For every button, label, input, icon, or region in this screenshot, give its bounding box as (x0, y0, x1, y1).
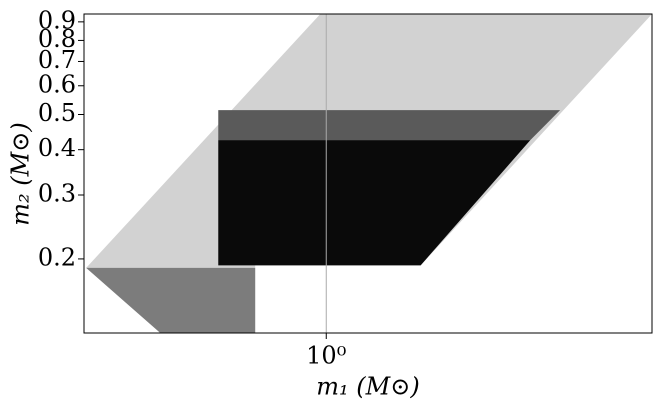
y-tick-label: 0.2 (38, 243, 76, 271)
y-tick-label: 0.3 (38, 180, 76, 208)
plot-frame (83, 13, 653, 334)
x-axis-label: m₁ (M⊙) (316, 373, 419, 401)
y-tick-label: 0.8 (38, 25, 76, 53)
y-tick-label: 0.9 (38, 6, 76, 34)
y-tick-label: 0.4 (38, 134, 76, 162)
y-tick-label: 0.7 (38, 46, 76, 74)
region (86, 267, 256, 333)
region (218, 110, 561, 141)
y-tick-label: 0.6 (38, 70, 76, 98)
y-axis-label: m₂ (M⊙) (7, 122, 35, 225)
region (218, 140, 531, 266)
y-tick-label: 0.5 (38, 99, 76, 127)
x-tick-label: 10⁰ (306, 342, 346, 370)
